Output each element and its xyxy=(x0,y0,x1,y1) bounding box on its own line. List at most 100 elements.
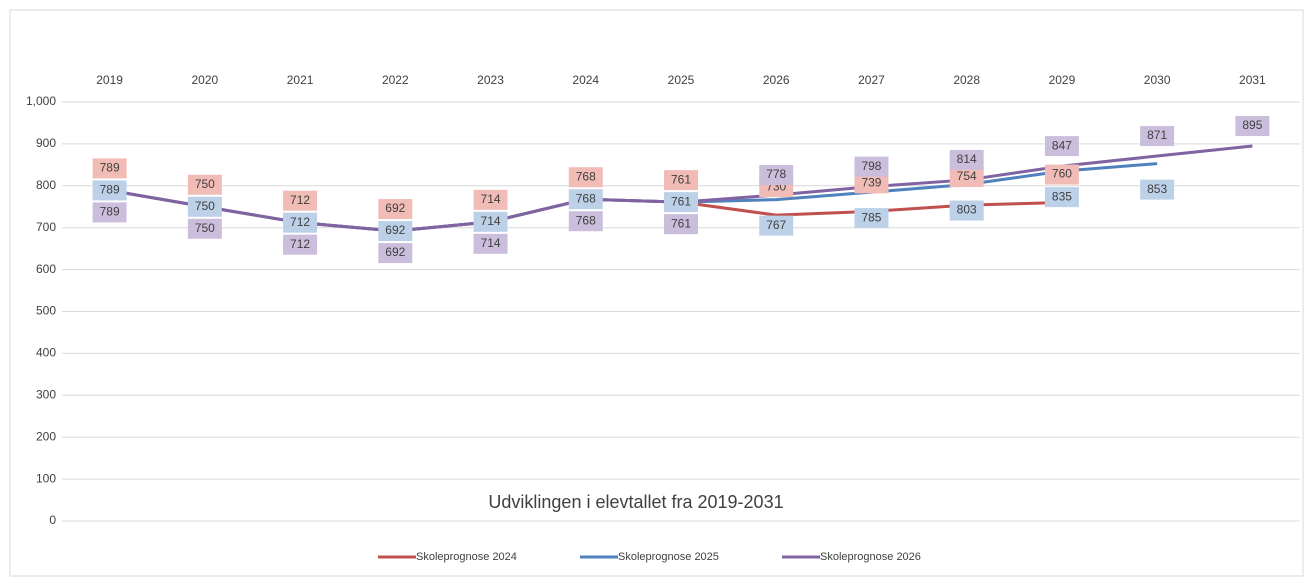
y-tick-label: 900 xyxy=(36,136,56,150)
data-label-box xyxy=(283,212,318,233)
data-label: 750 xyxy=(195,177,215,191)
legend-label: Skoleprognose 2025 xyxy=(618,551,719,563)
legend-label: Skoleprognose 2026 xyxy=(820,551,921,563)
data-label: 853 xyxy=(1147,182,1167,196)
y-tick-label: 600 xyxy=(36,262,56,276)
data-label-box xyxy=(664,214,698,235)
chart-border xyxy=(9,9,1304,577)
x-tick-label: 2026 xyxy=(763,73,790,87)
data-label: 895 xyxy=(1242,118,1262,132)
data-label: 761 xyxy=(671,216,691,230)
data-label: 692 xyxy=(385,223,405,237)
data-label-box xyxy=(92,180,127,201)
data-label-box xyxy=(664,170,698,191)
data-label-box xyxy=(759,215,794,236)
data-label: 761 xyxy=(671,194,691,208)
data-label: 739 xyxy=(861,176,881,190)
data-label-box xyxy=(473,189,508,210)
data-label-box xyxy=(759,165,794,186)
data-label: 714 xyxy=(481,214,501,228)
x-tick-label: 2023 xyxy=(477,73,504,87)
data-label: 871 xyxy=(1147,128,1167,142)
data-label-box xyxy=(568,189,603,210)
data-label-box xyxy=(378,199,413,220)
data-label-box xyxy=(473,233,508,254)
y-tick-label: 100 xyxy=(36,471,56,485)
data-label: 767 xyxy=(766,218,786,232)
data-label: 712 xyxy=(290,193,310,207)
data-label: 692 xyxy=(385,201,405,215)
data-label: 712 xyxy=(290,237,310,251)
x-tick-label: 2020 xyxy=(191,73,218,87)
data-label: 714 xyxy=(481,192,501,206)
data-label-box xyxy=(1044,136,1079,157)
y-tick-label: 200 xyxy=(36,429,56,443)
data-label-box xyxy=(854,208,889,229)
data-label: 778 xyxy=(766,167,786,181)
data-label-box xyxy=(1235,115,1270,136)
x-tick-label: 2021 xyxy=(287,73,314,87)
data-label-box xyxy=(378,243,413,264)
x-tick-label: 2031 xyxy=(1239,73,1266,87)
x-tick-label: 2019 xyxy=(96,73,123,87)
data-label: 692 xyxy=(385,245,405,259)
data-label: 750 xyxy=(195,221,215,235)
data-label: 760 xyxy=(1052,167,1072,181)
data-label: 835 xyxy=(1052,189,1072,203)
data-label-box xyxy=(187,196,222,217)
data-label-box xyxy=(949,167,984,188)
data-label: 847 xyxy=(1052,138,1072,152)
data-label: 754 xyxy=(957,169,977,183)
data-label: 789 xyxy=(100,161,120,175)
data-label: 714 xyxy=(481,236,501,250)
x-tick-label: 2030 xyxy=(1144,73,1171,87)
y-tick-label: 800 xyxy=(36,178,56,192)
y-tick-label: 400 xyxy=(36,346,56,360)
data-label-box xyxy=(568,211,603,232)
x-tick-label: 2028 xyxy=(953,73,980,87)
data-label-box xyxy=(949,200,984,221)
y-tick-label: 1,000 xyxy=(26,94,56,108)
data-label-box xyxy=(283,234,318,255)
data-label: 761 xyxy=(671,172,691,186)
data-label: 803 xyxy=(957,203,977,217)
legend-label: Skoleprognose 2024 xyxy=(416,551,517,563)
data-label-box xyxy=(1140,179,1175,200)
data-label: 712 xyxy=(290,215,310,229)
data-label-box xyxy=(283,190,318,211)
data-label-box xyxy=(568,167,603,188)
data-label: 798 xyxy=(861,159,881,173)
data-label-box xyxy=(92,158,127,179)
data-label-box xyxy=(1044,187,1079,208)
data-label: 750 xyxy=(195,199,215,213)
data-label-box xyxy=(187,174,222,195)
data-label: 768 xyxy=(576,169,596,183)
y-tick-label: 500 xyxy=(36,304,56,318)
y-tick-label: 0 xyxy=(49,513,56,527)
data-label-box xyxy=(92,202,127,223)
data-label-box xyxy=(854,173,889,194)
x-tick-label: 2029 xyxy=(1049,73,1076,87)
data-label: 789 xyxy=(100,205,120,219)
data-label: 789 xyxy=(100,183,120,197)
y-tick-label: 700 xyxy=(36,220,56,234)
data-label-box xyxy=(949,149,984,170)
data-label-box xyxy=(187,218,222,239)
x-tick-label: 2022 xyxy=(382,73,409,87)
data-label-box xyxy=(1044,164,1079,185)
x-tick-label: 2027 xyxy=(858,73,885,87)
data-label-box xyxy=(1140,126,1175,147)
data-label: 814 xyxy=(957,152,977,166)
x-tick-label: 2024 xyxy=(572,73,599,87)
data-label-box xyxy=(473,211,508,232)
data-label: 785 xyxy=(861,210,881,224)
data-label-box xyxy=(378,221,413,242)
data-label: 768 xyxy=(576,213,596,227)
y-tick-label: 300 xyxy=(36,387,56,401)
data-label-box xyxy=(664,192,698,213)
chart-title: Udviklingen i elevtallet fra 2019-2031 xyxy=(488,492,783,512)
data-label: 768 xyxy=(576,191,596,205)
x-tick-label: 2025 xyxy=(668,73,695,87)
data-label-box xyxy=(854,156,889,177)
